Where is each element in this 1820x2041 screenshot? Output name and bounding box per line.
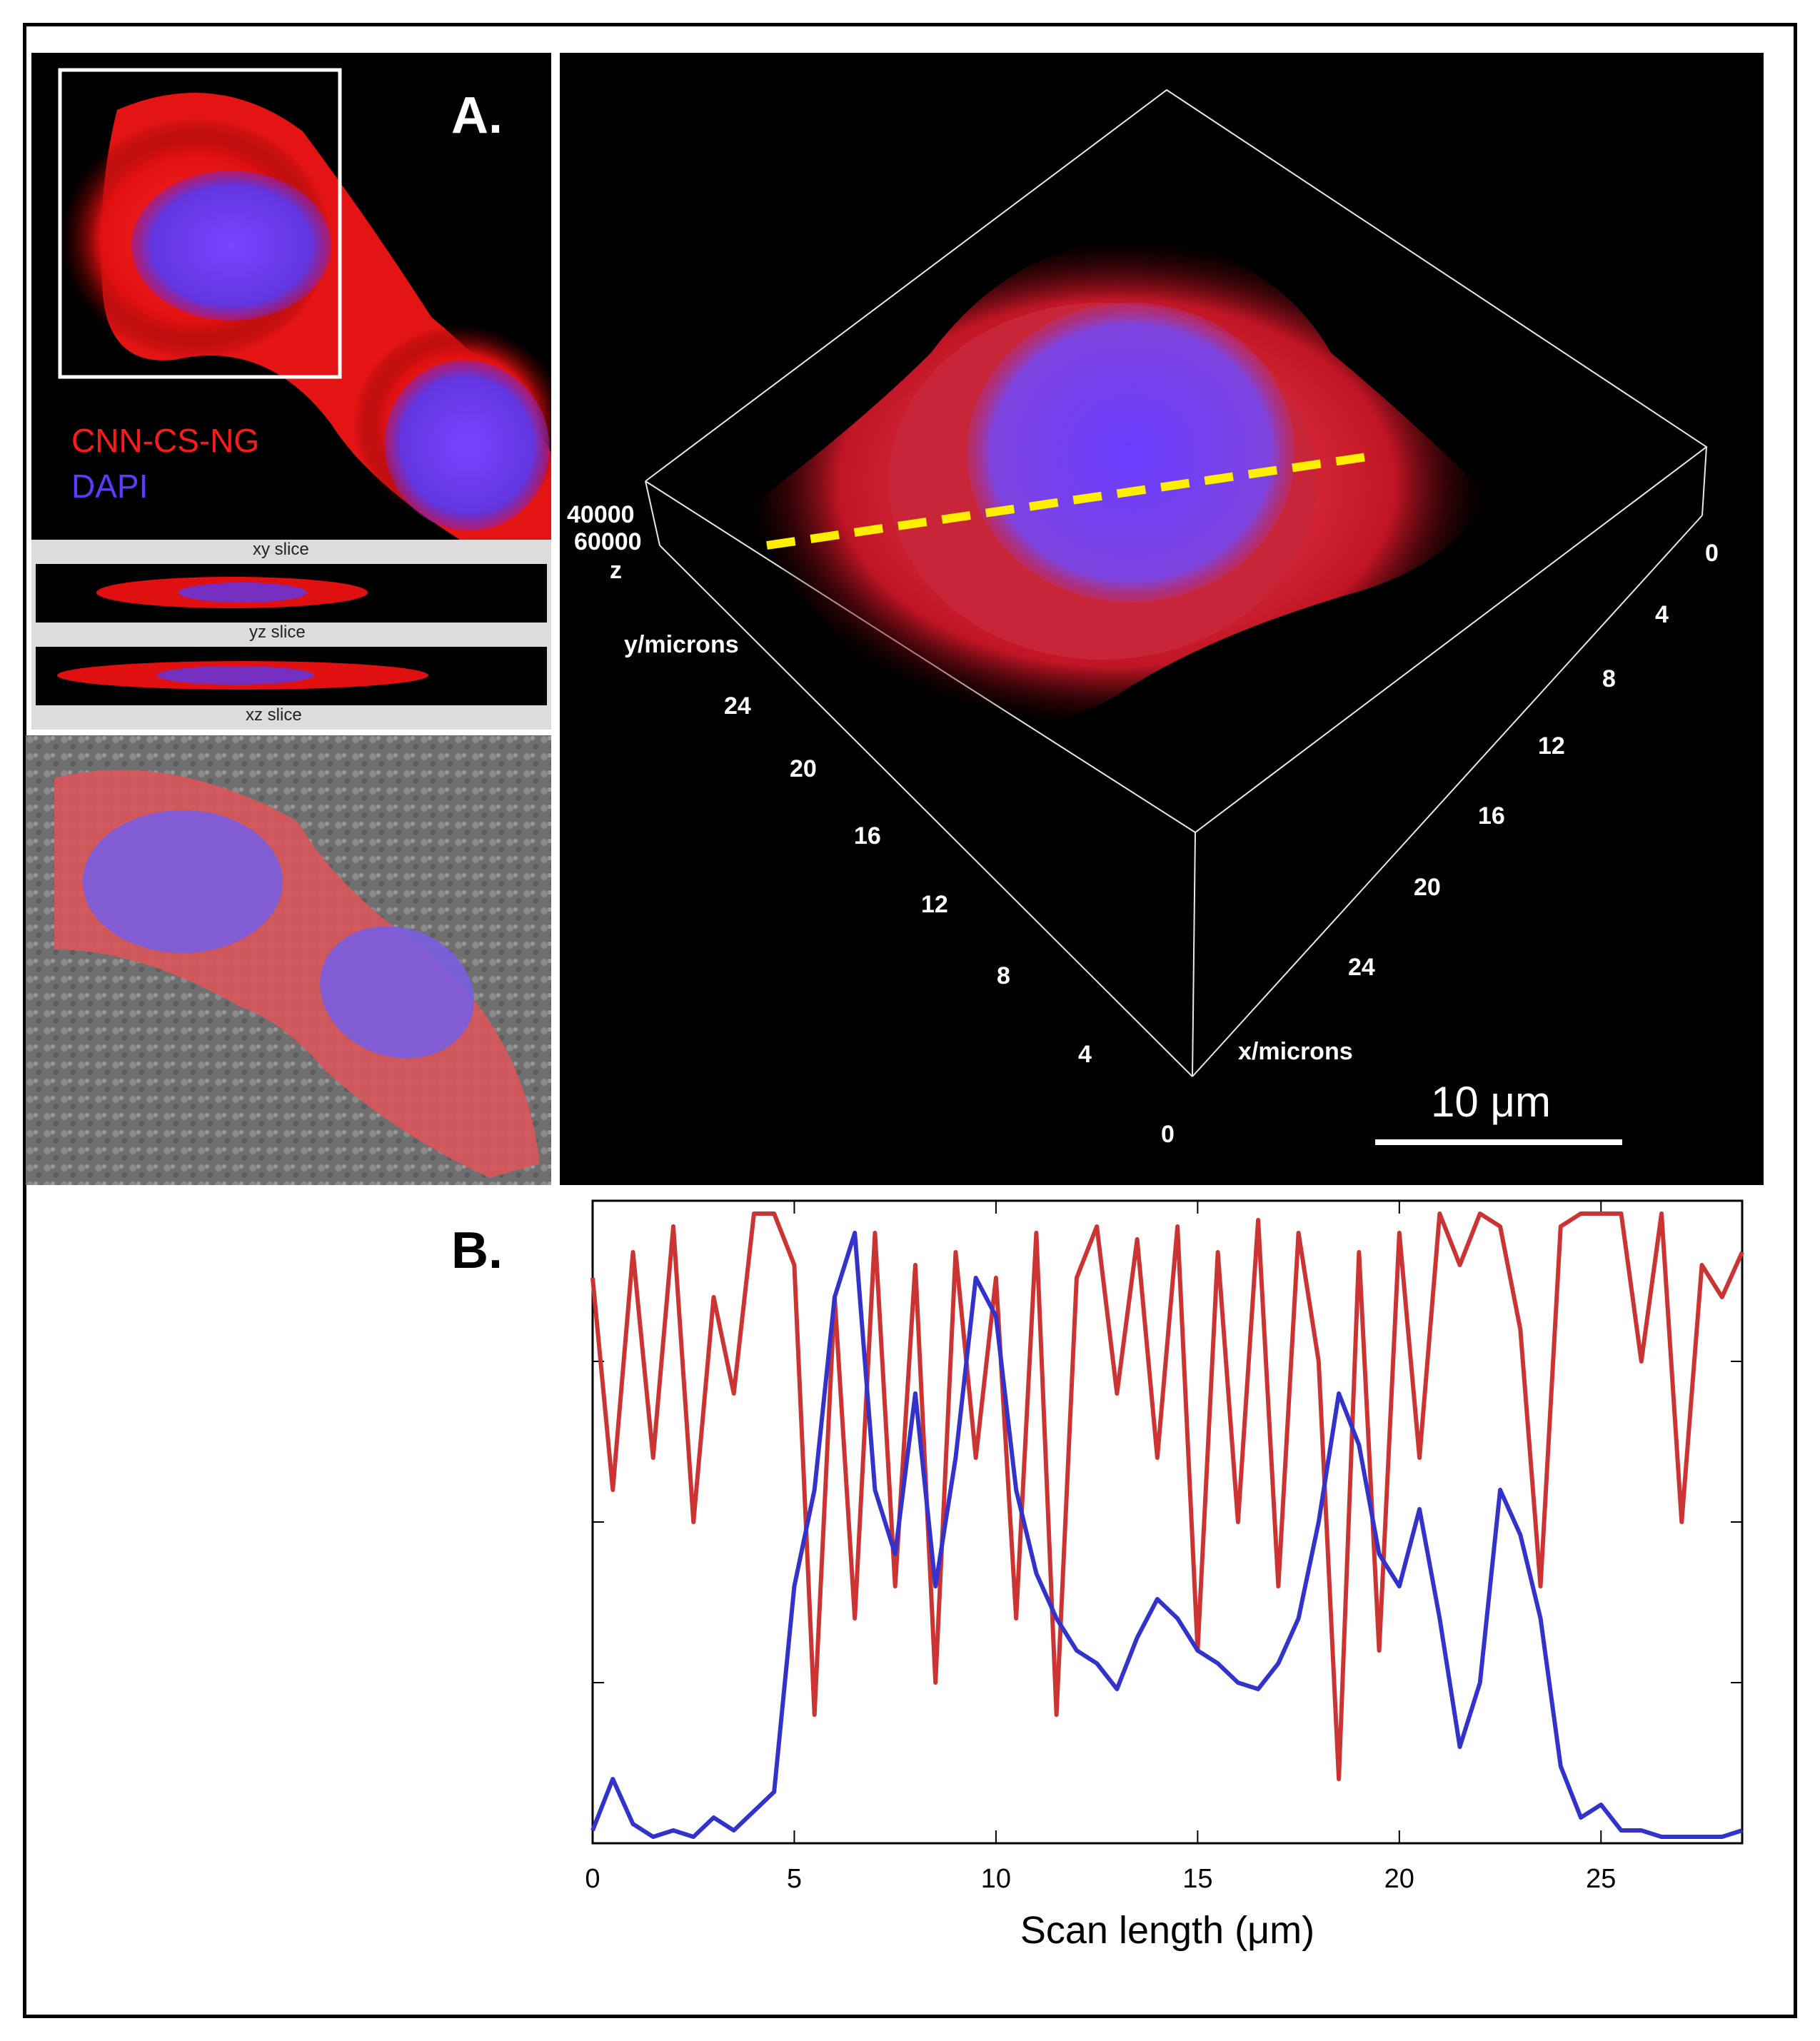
plot-frame [591,1199,1744,1845]
volume-render [645,89,1708,1145]
x-tick-labels: 0 5 10 15 20 25 [585,1864,1616,1894]
x-tick-0: 0 [1705,540,1719,567]
3d-reconstruction: 40000 60000 z y/microns 24 20 16 12 8 4 … [560,53,1764,1185]
x-tick-4: 4 [1655,601,1669,628]
inset-box [58,68,342,379]
x-tick-16: 16 [1478,802,1505,830]
x-tick-label: 15 [1182,1864,1212,1894]
panel-a-label: A. [451,87,503,144]
panel-b-label: B. [451,1222,503,1279]
x-tick-label: 10 [981,1864,1011,1894]
z-tick-1: 40000 [567,501,635,528]
slice-strip: xy slice yz slice xz slice [31,540,551,730]
y-tick-20: 20 [790,755,817,782]
xz-slice-image [36,647,547,705]
red-channel-profile [590,1211,1744,1781]
x-tick-20: 20 [1414,874,1441,901]
x-tick-label: 5 [787,1864,802,1894]
scale-bar [1375,1139,1622,1145]
y-tick-4: 4 [1078,1041,1092,1068]
x-tick-24: 24 [1348,954,1375,981]
y-tick-24: 24 [724,692,751,720]
x-axis-label: x/microns [1238,1038,1353,1065]
brightfield-overlay [26,735,551,1185]
y-tick-16: 16 [854,822,881,850]
x-axis-label: Scan length (μm) [1020,1909,1314,1952]
blue-channel-profile [590,1231,1743,1839]
figure-frame [23,23,1797,2018]
yz-slice-image [36,564,547,623]
fluorescence-micrograph: A. CNN-CS-NG DAPI [31,53,551,540]
x-tick-12: 12 [1538,732,1565,760]
z-tick-2: 60000 [574,528,642,555]
line-profile-chart: 0 5 10 15 20 25 Scan length (μm) [585,1199,1744,1952]
y-tick-12: 12 [921,891,948,918]
slice-label-yz: yz slice [249,623,306,642]
slice-label-xy: xy slice [253,540,309,559]
cell-image [58,68,551,540]
x-tick-8: 8 [1602,665,1616,692]
scale-bar-label: 10 μm [1431,1078,1551,1126]
channel-blue-label: DAPI [71,468,149,505]
scan-line [766,453,1367,550]
y-tick-8: 8 [997,962,1010,989]
nucleus-3d [967,303,1295,603]
nucleus-2 [384,360,550,531]
series-lines [590,1211,1744,1839]
slice-label-xz: xz slice [246,705,302,725]
y-tick-0: 0 [1161,1121,1175,1148]
z-axis-label: z [610,557,622,584]
overlay-image [26,735,551,1185]
x-tick-label: 25 [1586,1864,1616,1894]
x-tick-label: 0 [585,1864,600,1894]
nucleus-1 [131,171,331,321]
channel-red-label: CNN-CS-NG [71,422,260,459]
x-tick-label: 20 [1384,1864,1414,1894]
y-axis-label: y/microns [624,631,739,658]
